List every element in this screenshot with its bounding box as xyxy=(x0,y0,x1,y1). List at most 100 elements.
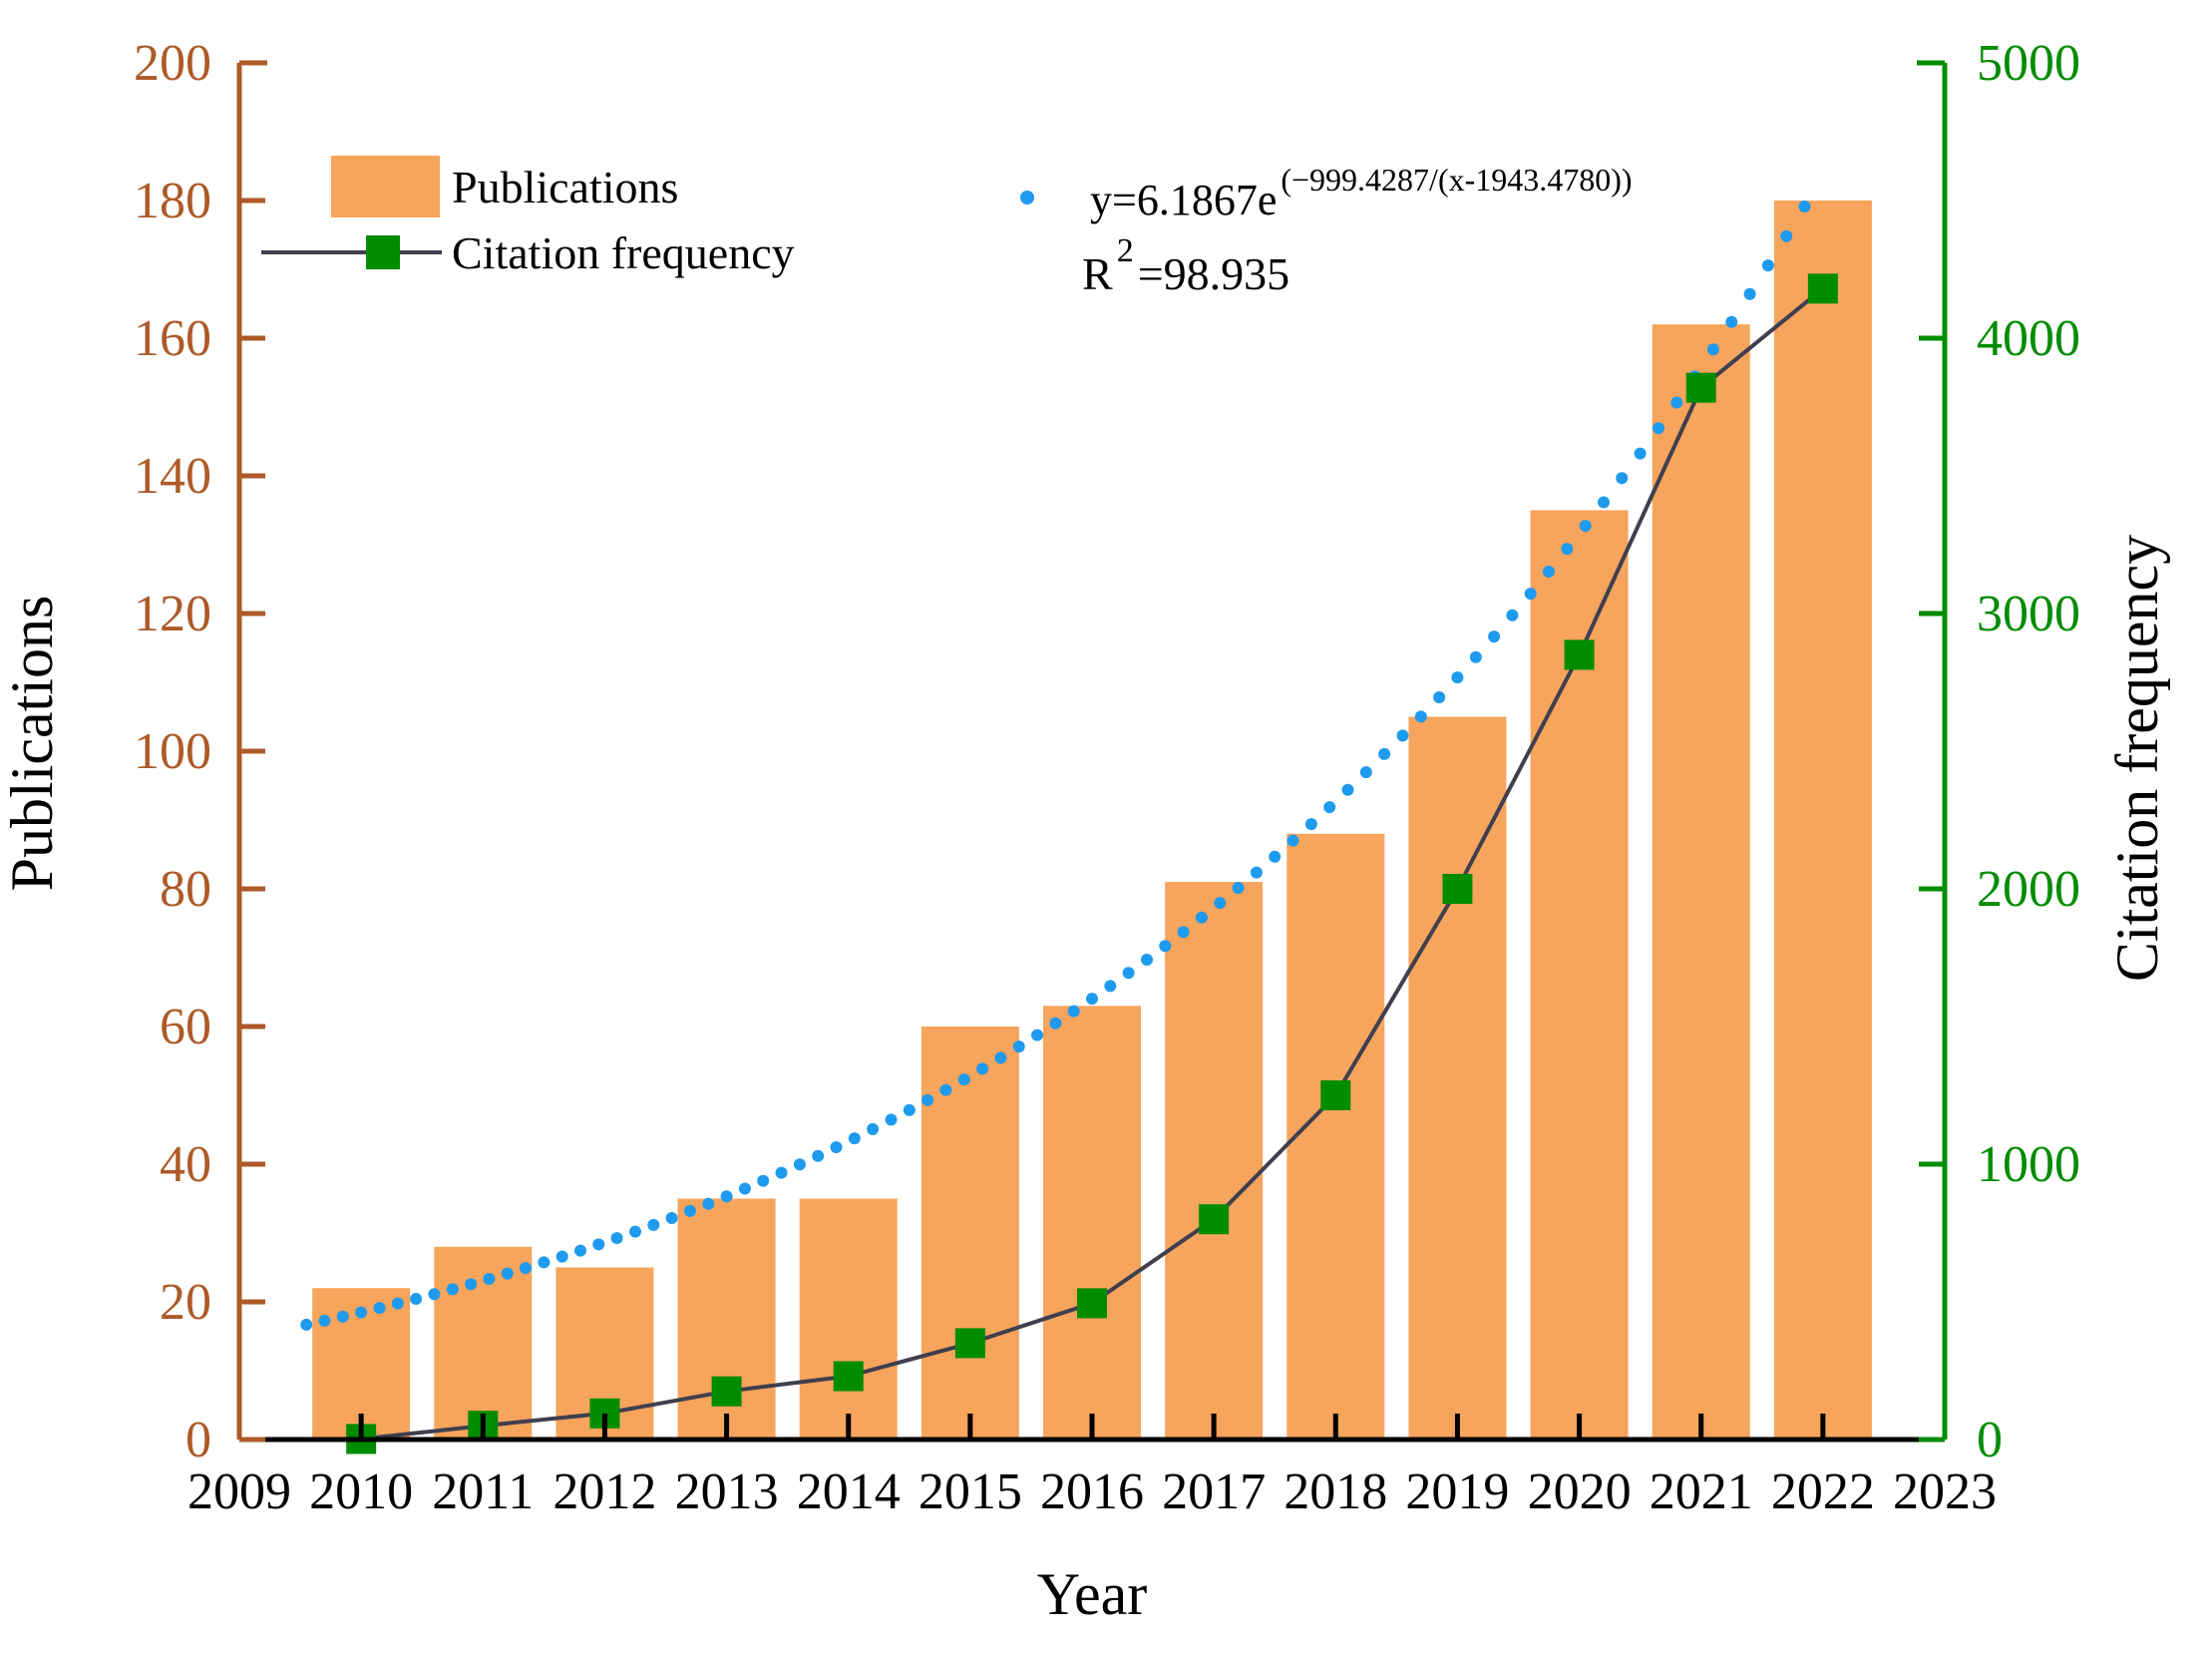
fit-curve-dot xyxy=(757,1174,770,1187)
citation-marker-2021 xyxy=(1685,372,1716,403)
left-tick-label: 0 xyxy=(185,1412,211,1468)
citation-marker-2013 xyxy=(711,1376,742,1407)
fit-curve-dot xyxy=(1725,315,1738,328)
fit-curve-dot xyxy=(683,1204,696,1217)
fit-curve-dot xyxy=(373,1302,386,1315)
fit-curve-dot xyxy=(555,1250,568,1263)
citation-line-group xyxy=(346,273,1838,1454)
fit-curve-dot xyxy=(1761,259,1774,272)
x-tick-label-2011: 2011 xyxy=(432,1463,534,1520)
fit-curve-dot xyxy=(994,1051,1007,1064)
fit-curve-dot xyxy=(1506,609,1519,621)
fit-curve-dot xyxy=(1177,926,1190,939)
fit-equation-text: y=6.1867e (−999.4287/(x-1943.4780)) xyxy=(1090,162,1633,224)
fit-r-squared-text: R 2 =98.935 xyxy=(1082,232,1290,299)
axes-group xyxy=(236,60,1948,1443)
citation-marker-2014 xyxy=(833,1361,864,1392)
bar-2017 xyxy=(1165,882,1264,1440)
bar-2022 xyxy=(1773,201,1872,1440)
fit-curve-dot xyxy=(592,1238,605,1251)
x-tick-label-2013: 2013 xyxy=(675,1463,779,1520)
fit-curve-dot xyxy=(1524,588,1537,601)
fit-curve-dot xyxy=(1067,1005,1080,1018)
left-tick-label: 140 xyxy=(134,448,211,505)
fit-curve-dot xyxy=(1012,1040,1025,1053)
fit-curve-dot xyxy=(738,1182,751,1195)
fit-curve-dot xyxy=(1287,834,1299,847)
left-tick-label: 20 xyxy=(160,1274,211,1331)
fit-curve-dot xyxy=(336,1310,349,1323)
fit-curve-dot xyxy=(1706,343,1719,356)
left-tick-label: 40 xyxy=(160,1136,211,1193)
x-tick-label-2023: 2023 xyxy=(1893,1463,1997,1520)
legend-citation-marker xyxy=(366,235,400,269)
bar-2011 xyxy=(434,1246,533,1440)
fit-curve-dot xyxy=(1780,229,1793,242)
fit-curve-dot xyxy=(1414,710,1427,723)
bar-2016 xyxy=(1043,1006,1141,1440)
right-tick-label: 4000 xyxy=(1977,310,2080,367)
bar-2018 xyxy=(1287,833,1385,1440)
left-tick-label: 180 xyxy=(134,173,211,229)
right-tick-label: 0 xyxy=(1977,1412,2003,1468)
right-tick-label: 1000 xyxy=(1977,1136,2080,1193)
fit-curve-dot xyxy=(867,1122,880,1135)
fit-curve-dot xyxy=(1323,801,1336,814)
right-tick-label: 5000 xyxy=(1977,35,2080,92)
r-value: =98.935 xyxy=(1138,248,1290,299)
fit-curve-dot xyxy=(957,1073,970,1086)
fit-dot-icon xyxy=(1020,191,1034,205)
x-tick-label-2009: 2009 xyxy=(187,1463,291,1520)
fit-curve-dot xyxy=(1543,566,1555,578)
fit-curve-dot xyxy=(1579,520,1592,533)
fit-curve-dot xyxy=(574,1244,586,1257)
fit-curve-dot xyxy=(501,1267,514,1280)
fit-curve-dot xyxy=(355,1306,368,1319)
fit-curve-dot xyxy=(812,1149,825,1162)
fit-curve-dot xyxy=(922,1093,934,1106)
citation-marker-2020 xyxy=(1564,639,1595,670)
x-axis-title: Year xyxy=(1037,1561,1148,1627)
fit-curve-dot xyxy=(1488,630,1501,643)
fit-equation-exponent: (−999.4287/(x-1943.4780)) xyxy=(1281,162,1632,198)
fit-curve-dot xyxy=(318,1314,331,1327)
x-tick-label-2014: 2014 xyxy=(797,1463,901,1520)
fit-curve-dot xyxy=(391,1297,404,1310)
bar-2015 xyxy=(921,1027,1019,1440)
legend: Publications Citation frequency xyxy=(261,156,795,278)
fit-curve-dot xyxy=(446,1283,459,1296)
fit-curve-dot xyxy=(1798,201,1811,212)
citation-marker-2017 xyxy=(1199,1204,1230,1235)
right-tick-label: 3000 xyxy=(1977,586,2080,642)
citation-marker-2015 xyxy=(954,1328,985,1359)
bars-group xyxy=(312,201,1872,1441)
fit-curve-dot xyxy=(1195,911,1208,924)
x-tick-label-2012: 2012 xyxy=(553,1463,656,1520)
fit-curve-dot xyxy=(976,1062,989,1075)
fit-curve-dot xyxy=(1341,783,1354,796)
fit-curve-dot xyxy=(1049,1017,1062,1030)
fit-curve-dot xyxy=(1561,543,1574,556)
fit-curve-dot xyxy=(647,1218,660,1231)
citation-marker-2018 xyxy=(1320,1080,1351,1110)
fit-curve-dot xyxy=(1269,850,1282,863)
fit-curve-dot xyxy=(1670,396,1683,409)
fit-curve-dot xyxy=(720,1190,733,1203)
fit-equation-main: y=6.1867e xyxy=(1090,176,1277,224)
fit-curve-dot xyxy=(830,1141,843,1153)
r-base: R xyxy=(1082,248,1113,299)
fit-curve-dot xyxy=(1616,472,1629,485)
fit-dots-group xyxy=(300,201,1811,1331)
fit-curve-dot xyxy=(1304,818,1317,831)
left-tick-label: 200 xyxy=(134,35,211,92)
fit-curve-dot xyxy=(629,1225,641,1238)
fit-curve-dot xyxy=(1378,747,1391,760)
x-tick-label-2010: 2010 xyxy=(309,1463,413,1520)
x-tick-label-2019: 2019 xyxy=(1405,1463,1509,1520)
fit-curve-dot xyxy=(1433,691,1446,703)
fit-curve-dot xyxy=(428,1288,441,1301)
fit-curve-dot xyxy=(1086,993,1098,1006)
left-tick-label: 80 xyxy=(160,861,211,918)
